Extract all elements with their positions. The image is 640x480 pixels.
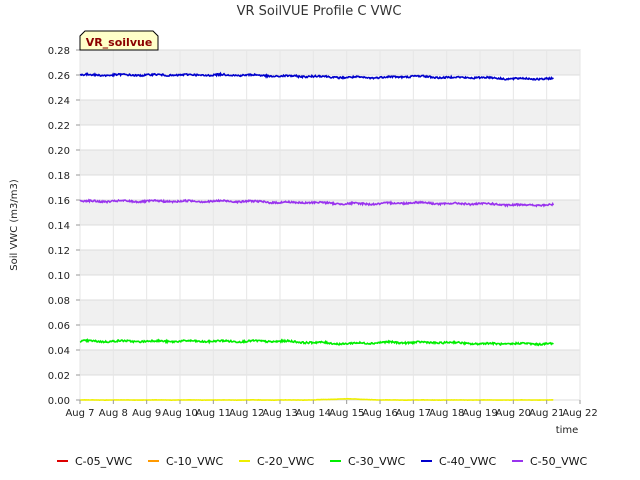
y-tick-label: 0.10 [48,271,70,282]
y-tick-label: 0.16 [48,196,70,207]
legend-item-c-20-vwc: C-20_VWC [239,455,315,468]
station-badge: VR_soilvue [79,30,159,51]
series-layer [79,71,555,402]
legend-label: C-05_VWC [75,455,133,468]
x-tick-label: Aug 10 [162,408,197,419]
x-tick-label: Aug 8 [99,408,128,419]
legend: C-05_VWC C-10_VWC C-20_VWC C-30_VWC C-40_VWC… [57,455,588,468]
y-tick-label: 0.22 [48,121,70,132]
y-tick-label: 0.24 [48,96,70,107]
grid-band [80,150,580,175]
legend-item-c-05-vwc: C-05_VWC [57,455,133,468]
x-tick-label: Aug 21 [529,408,564,419]
y-tick-label: 0.28 [48,46,70,57]
x-tick-label: Aug 7 [65,408,94,419]
y-axis-ticks: 0.00 0.02 0.04 0.06 0.08 0.10 0.12 0.14 0.16 0.18… [48,46,80,407]
y-tick-label: 0.08 [48,296,70,307]
x-tick-label: Aug 9 [132,408,161,419]
grid-band [80,100,580,125]
legend-item-c-30-vwc: C-30_VWC [330,455,406,468]
y-tick-label: 0.20 [48,146,70,157]
x-tick-label: Aug 18 [429,408,464,419]
legend-label: C-40_VWC [439,455,497,468]
x-axis-label: time [556,425,579,436]
legend-item-c-50-vwc: C-50_VWC [512,455,588,468]
x-tick-label: Aug 13 [262,408,297,419]
x-tick-label: Aug 12 [229,408,264,419]
x-tick-label: Aug 11 [196,408,231,419]
legend-label: C-30_VWC [348,455,406,468]
legend-item-c-40-vwc: C-40_VWC [421,455,497,468]
x-tick-label: Aug 14 [296,408,331,419]
grid-band [80,200,580,225]
y-tick-label: 0.26 [48,71,70,82]
series-line-c-30-vwc [79,337,554,347]
grid-band [80,350,580,375]
x-tick-label: Aug 19 [462,408,497,419]
x-tick-label: Aug 22 [562,408,597,419]
legend-label: C-20_VWC [257,455,315,468]
badge-box [79,30,159,51]
legend-item-c-10-vwc: C-10_VWC [148,455,224,468]
series-line-c-40-vwc [79,71,554,81]
series-line-c-20-vwc [80,397,554,402]
y-axis-label: Soil VWC (m3/m3) [9,179,20,271]
x-tick-label: Aug 20 [496,408,531,419]
y-tick-label: 0.14 [48,221,70,232]
y-tick-label: 0.00 [48,396,70,407]
y-tick-label: 0.02 [48,371,70,382]
x-tick-label: Aug 15 [329,408,364,419]
y-tick-label: 0.18 [48,171,70,182]
badge-label: VR_soilvue [86,36,153,49]
y-tick-label: 0.12 [48,246,70,257]
chart-title: VR SoilVUE Profile C VWC [237,4,402,19]
grid-band [80,300,580,325]
grid-band [80,50,580,75]
series-line-c-50-vwc [79,198,555,208]
x-tick-label: Aug 17 [396,408,431,419]
legend-label: C-50_VWC [530,455,588,468]
grid-band [80,250,580,275]
x-tick-label: Aug 16 [362,408,397,419]
y-tick-label: 0.04 [48,346,70,357]
y-tick-label: 0.06 [48,321,70,332]
legend-label: C-10_VWC [166,455,224,468]
